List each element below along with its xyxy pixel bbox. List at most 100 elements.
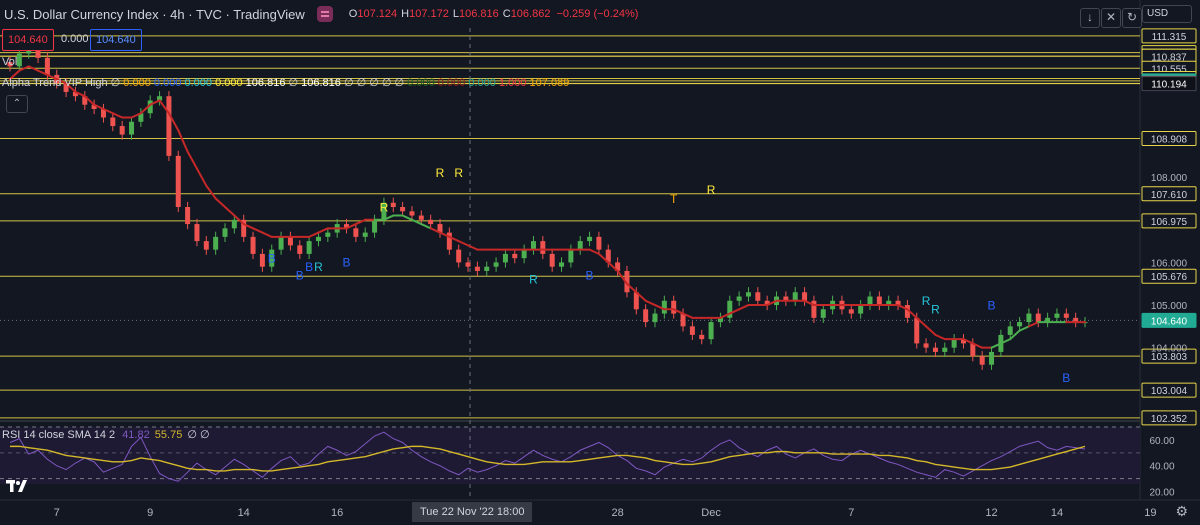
candle-body [615, 262, 621, 271]
candle-body [119, 126, 125, 135]
moving-average-segment [672, 308, 685, 315]
candle-body [643, 309, 649, 323]
signal-label-r: R [922, 294, 931, 308]
ohlc-key-l: L [452, 8, 459, 20]
candle-body [446, 232, 452, 250]
moving-average-segment [410, 218, 423, 226]
candle-body [886, 300, 892, 306]
moving-average-segment [252, 227, 264, 234]
candle-body [91, 104, 97, 109]
rsi-tick-label: 40.00 [1149, 462, 1174, 473]
candle-body [970, 343, 976, 357]
candle-body [1035, 313, 1041, 323]
moving-average-segment [149, 99, 161, 106]
moving-average-segment [644, 299, 656, 307]
symbol-title[interactable]: U.S. Dollar Currency Index · 4h · TVC · … [4, 6, 305, 22]
ask-price-chip[interactable]: 104.640 [90, 29, 142, 51]
moving-average-segment [925, 325, 937, 336]
time-tick-label: Dec [701, 507, 721, 519]
indicator-value: 0.000 [404, 77, 435, 89]
candle-body [783, 296, 789, 301]
candle-body [194, 224, 200, 242]
indicator-value: ∅ ∅ ∅ ∅ ∅ [340, 77, 405, 89]
moving-average-segment [186, 150, 198, 170]
price-level-label: 104.640 [1151, 316, 1188, 327]
ohlc-value-h: 107.172 [409, 8, 449, 20]
candle-body [381, 202, 387, 220]
scroll-down-icon[interactable]: ↓ [1080, 8, 1100, 28]
signal-label-r: R [380, 200, 389, 214]
candle-body [465, 262, 471, 267]
signal-label-t: T [670, 192, 678, 206]
signal-label-r: R [314, 260, 323, 274]
candle-body [512, 253, 518, 259]
candle-body [306, 241, 312, 254]
bid-price-chip[interactable]: 104.640 [2, 29, 54, 51]
moving-average-segment [205, 184, 217, 200]
candle-body [44, 57, 50, 75]
moving-average-segment [429, 227, 441, 234]
collapse-legend-button[interactable]: ⌃ [6, 95, 28, 113]
moving-average-segment [354, 218, 367, 226]
candle-body [63, 83, 69, 92]
moving-average-segment [766, 299, 778, 307]
candle-body [624, 270, 630, 293]
candle-body [633, 292, 639, 310]
moving-average-segment [990, 342, 1002, 349]
candle-body [652, 313, 658, 323]
candle-body [960, 339, 966, 344]
candle-body [259, 253, 265, 267]
indicator-value: 1.000 [495, 77, 527, 89]
signal-label-b: B [305, 260, 313, 274]
refresh-icon[interactable]: ↻ [1122, 8, 1142, 28]
candle-body [764, 300, 770, 306]
settings-gear-icon[interactable]: ⚙ [1175, 503, 1188, 519]
signal-label-b: B [268, 251, 276, 265]
candle-body [680, 313, 686, 327]
signal-label-b: B [343, 256, 351, 270]
moving-average-segment [906, 308, 918, 319]
price-tick-label: 105.000 [1151, 301, 1188, 312]
candle-body [736, 296, 742, 301]
candle-body [353, 228, 359, 237]
candle-body [1017, 322, 1023, 327]
candle-body [222, 228, 228, 237]
price-level-label: 102.352 [1151, 414, 1188, 425]
candle-body [372, 219, 378, 233]
currency-selector[interactable]: USD [1142, 5, 1192, 23]
price-tick-label: 106.000 [1151, 258, 1188, 269]
moving-average-segment [65, 82, 77, 93]
candle-body [549, 253, 555, 267]
header-bar: U.S. Dollar Currency Index · 4h · TVC · … [0, 0, 1140, 28]
candle-body [35, 49, 41, 58]
rsi-legend[interactable]: RSI 14 close SMA 14 2 41.82 55.75 ∅ ∅ [2, 428, 210, 441]
candle-body [278, 236, 284, 250]
candle-body [213, 236, 219, 250]
rsi-tick-label: 20.00 [1149, 488, 1174, 499]
moving-average-segment [382, 214, 395, 221]
candle-body [876, 296, 882, 306]
candle-body [474, 266, 480, 271]
price-level-label: 110.837 [1151, 52, 1187, 63]
crosshair-time-label: Tue 22 Nov '22 18:00 [412, 502, 533, 522]
candle-body [456, 249, 462, 263]
market-status-icon[interactable] [316, 6, 333, 22]
candle-body [755, 292, 761, 301]
indicator-legend[interactable]: Alpha Trend VIP High ∅ 0.000 0.000 0.000… [2, 76, 569, 89]
moving-average-segment [448, 235, 460, 243]
candle-body [7, 62, 13, 67]
moving-average-segment [177, 129, 189, 153]
moving-average-segment [261, 231, 273, 238]
candle-body [923, 343, 929, 348]
volume-legend[interactable]: Vol [2, 56, 18, 68]
moving-average-segment [738, 304, 750, 311]
candle-body [745, 292, 751, 297]
close-icon[interactable]: ✕ [1101, 8, 1121, 28]
moving-average-segment [1027, 321, 1040, 328]
candle-body [1054, 313, 1060, 318]
candle-body [1045, 317, 1051, 323]
candle-body [559, 262, 565, 267]
indicator-value: 0.000 [120, 77, 151, 89]
price-level-label: 105.676 [1151, 272, 1188, 283]
